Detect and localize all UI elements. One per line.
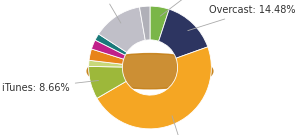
Wedge shape: [89, 49, 124, 64]
Wedge shape: [92, 40, 125, 59]
Wedge shape: [150, 6, 169, 41]
Wedge shape: [88, 60, 123, 67]
Text: Chrome: 5.06%: Chrome: 5.06%: [160, 0, 239, 16]
Text: AppleCoreMedia: 47.08%: AppleCoreMedia: 47.08%: [121, 116, 244, 135]
Text: Other: 13.08%: Other: 13.08%: [68, 0, 139, 23]
Wedge shape: [97, 47, 212, 129]
Wedge shape: [140, 6, 150, 40]
Wedge shape: [159, 9, 208, 58]
Wedge shape: [95, 34, 127, 55]
Text: Overcast: 14.48%: Overcast: 14.48%: [188, 5, 295, 31]
Wedge shape: [99, 7, 145, 52]
Wedge shape: [88, 66, 126, 98]
Ellipse shape: [87, 54, 213, 89]
Text: iTunes: 8.66%: iTunes: 8.66%: [2, 80, 98, 93]
